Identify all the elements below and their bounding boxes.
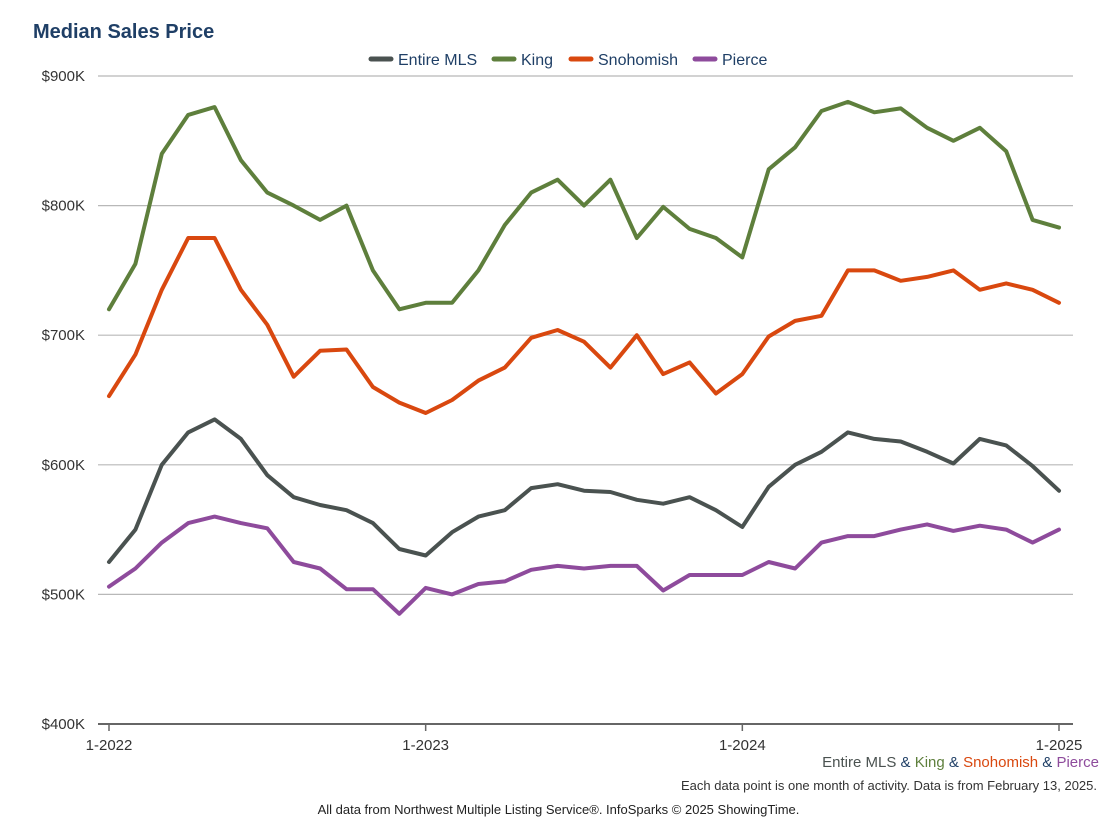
series-layer [107,99,1061,616]
data-note: Each data point is one month of activity… [681,778,1097,793]
series-line-entire-mls [107,417,1061,564]
axis-layer: $400K $500K $600K $700K $800K $900K 1-2022 1-20… [42,68,1083,754]
y-tick-label: $600K [42,457,85,474]
chart-title: Median Sales Price [33,21,215,43]
legend: Entire MLS King Snohomish Pierce [368,52,767,69]
legend-label-king: King [521,52,553,69]
subtitle-snohomish: Snohomish [963,754,1039,771]
subtitle-king: King [914,754,945,771]
legend-label-entire-mls: Entire MLS [398,52,477,69]
y-tick-label: $400K [42,716,85,733]
subtitle-ampersand: & [896,754,915,771]
grid-layer [98,75,1073,596]
subtitle-entire-mls: Entire MLS [822,754,897,771]
data-credit: All data from Northwest Multiple Listing… [317,802,800,817]
series-line-snohomish [107,236,1061,415]
subtitle-pierce: Pierce [1056,754,1099,771]
y-tick-label: $900K [42,68,85,85]
y-tick-label: $800K [42,198,85,215]
subtitle-ampersand: & [944,754,964,771]
x-tick-label: 1-2022 [86,737,133,754]
subtitle-ampersand: & [1038,754,1057,771]
y-tick-label: $500K [42,586,85,603]
legend-label-snohomish: Snohomish [598,52,678,69]
x-tick-label: 1-2023 [402,737,449,754]
legend-label-pierce: Pierce [722,52,767,69]
series-subtitle: Entire MLS & King & Snohomish & Pierce [822,754,1099,771]
series-line-king [107,99,1061,312]
y-tick-label: $700K [42,327,85,344]
x-tick-label: 1-2024 [719,737,766,754]
x-tick-label: 1-2025 [1036,737,1083,754]
series-line-pierce [107,514,1061,616]
